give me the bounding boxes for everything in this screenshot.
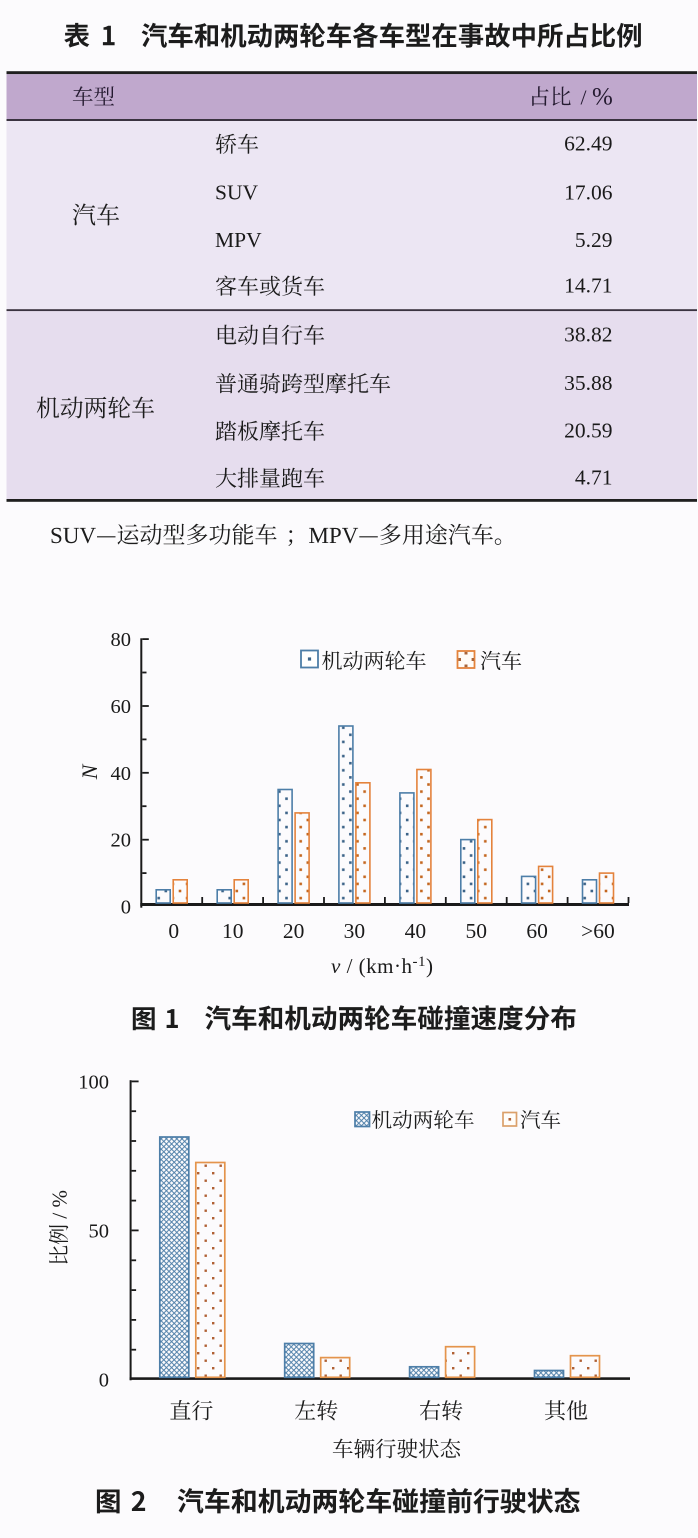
svg-text:0: 0	[168, 919, 179, 943]
svg-text:N: N	[77, 763, 102, 780]
svg-text:20: 20	[111, 830, 132, 852]
svg-text:0: 0	[99, 1370, 109, 1392]
svg-text:>60: >60	[581, 919, 615, 943]
svg-text:5.29: 5.29	[575, 228, 613, 252]
svg-text:60: 60	[526, 919, 548, 943]
svg-text:0: 0	[121, 897, 131, 919]
svg-text:SUV: SUV	[215, 181, 258, 205]
svg-text:17.06: 17.06	[564, 181, 613, 205]
svg-text:100: 100	[78, 1071, 109, 1093]
svg-text:50: 50	[89, 1221, 110, 1243]
svg-text:35.88: 35.88	[564, 371, 612, 395]
svg-text:62.49: 62.49	[564, 132, 612, 156]
svg-text:20: 20	[283, 919, 305, 943]
svg-text:50: 50	[465, 919, 487, 943]
svg-text:14.71: 14.71	[564, 274, 612, 298]
svg-text:80: 80	[111, 629, 132, 651]
svg-text:60: 60	[111, 696, 132, 718]
svg-text:20.59: 20.59	[564, 419, 612, 443]
svg-text:40: 40	[111, 763, 132, 785]
svg-text:40: 40	[405, 919, 427, 943]
svg-text:%: %	[592, 83, 613, 110]
svg-text:4.71: 4.71	[575, 466, 613, 490]
svg-text:30: 30	[344, 919, 366, 943]
svg-text:v / (km·h-1): v / (km·h-1)	[331, 954, 433, 978]
svg-text:10: 10	[222, 919, 244, 943]
svg-text:/: /	[581, 85, 587, 109]
svg-text:MPV: MPV	[215, 228, 262, 252]
svg-text:38.82: 38.82	[564, 323, 612, 347]
